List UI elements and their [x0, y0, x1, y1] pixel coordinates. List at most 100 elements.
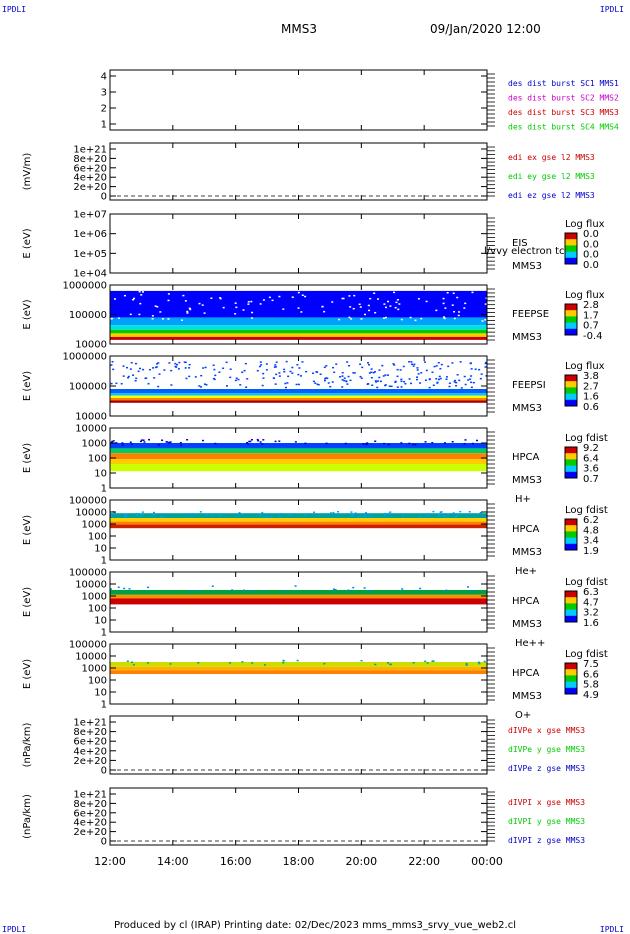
spectrogram-pixel	[245, 386, 248, 388]
panel-frame	[109, 499, 488, 561]
spectrogram-pixel	[300, 375, 303, 377]
spectrogram-pixel	[359, 306, 362, 308]
spectrogram-pixel	[347, 589, 350, 591]
y-tick-label: 1000000	[62, 281, 107, 292]
instrument-label: HPCA	[512, 596, 540, 607]
spectrogram-band	[110, 513, 487, 518]
instrument-label: H+	[515, 494, 531, 505]
spectrogram-pixel	[125, 514, 128, 517]
spectrogram-pixel	[387, 300, 390, 303]
spectrogram-pixel	[466, 515, 469, 517]
spectrogram-pixel	[189, 590, 192, 593]
y-tick-label: 1000	[82, 520, 107, 531]
spectrogram-pixel	[127, 375, 130, 378]
spectrogram-pixel	[470, 375, 473, 377]
y-tick-label: 1	[101, 628, 107, 639]
spectrogram-pixel	[262, 299, 265, 301]
spectrogram-pixel	[438, 378, 441, 381]
spectrogram-pixel	[134, 379, 137, 382]
spectrogram-pixel	[112, 368, 115, 371]
spectrogram-pixel	[352, 372, 355, 374]
spectrogram-pixel	[359, 515, 362, 518]
spectrogram-pixel	[350, 511, 353, 513]
y-tick-label: 4e+20	[73, 173, 107, 184]
spectrogram-pixel	[370, 516, 373, 519]
spectrogram-pixel	[283, 368, 286, 371]
colorbar-segment	[565, 447, 577, 454]
spectrogram-pixel	[314, 382, 317, 384]
spectrogram-pixel	[363, 587, 366, 589]
spectrogram-pixel	[325, 365, 328, 367]
spectrogram-pixel	[111, 440, 114, 443]
spectrogram-pixel	[274, 366, 277, 368]
legend-entry: des dist burst SC4 MMS4	[508, 123, 619, 132]
spectrogram-pixel	[348, 295, 351, 297]
spectrogram-pixel	[178, 361, 181, 364]
spectrogram-pixel	[362, 443, 365, 445]
spectrogram-pixel	[455, 381, 458, 384]
spectrogram-pixel	[272, 377, 275, 379]
spectrogram-pixel	[438, 513, 441, 515]
spectrogram-pixel	[333, 371, 336, 374]
spectrogram-band	[110, 453, 487, 460]
spectrogram-pixel	[247, 303, 250, 305]
spectrogram-pixel	[364, 443, 367, 445]
spectrogram-pixel	[143, 441, 146, 443]
y-tick-label: 8e+20	[73, 799, 107, 810]
spectrogram-pixel	[392, 363, 395, 365]
spectrogram-pixel	[132, 298, 135, 301]
spectrogram-pixel	[259, 361, 262, 363]
spectrogram-pixel	[431, 371, 434, 374]
spectrogram-pixel	[468, 511, 471, 513]
spectrogram-pixel	[442, 297, 445, 300]
spectrogram-pixel	[241, 661, 244, 663]
spectrogram-pixel	[341, 379, 344, 381]
spectrogram-pixel	[470, 386, 473, 389]
legend-entry: edi ez gse l2 MMS3	[508, 191, 595, 200]
spectrogram-pixel	[334, 588, 337, 591]
spectrogram-pixel	[294, 585, 297, 587]
spectrogram-pixel	[464, 439, 467, 441]
x-tick-label: 14:00	[157, 855, 189, 868]
spectrogram-pixel	[111, 317, 114, 320]
spectrogram-pixel	[453, 317, 456, 320]
spectrogram-pixel	[201, 304, 204, 306]
spectrogram-pixel	[368, 309, 371, 312]
spectrogram-pixel	[419, 382, 422, 384]
spectrogram-pixel	[229, 662, 232, 664]
spectrogram-pixel	[210, 297, 213, 299]
spectrogram-pixel	[265, 515, 268, 518]
colorbar-segment	[565, 675, 577, 683]
y-tick-label: 100000	[69, 640, 107, 651]
spectrogram-pixel	[323, 366, 326, 369]
colorbar-title: Log flux	[565, 361, 605, 372]
spectrogram-pixel	[239, 384, 242, 386]
instrument-label: MMS3	[512, 691, 542, 702]
colorbar-tick-label: 6.4	[583, 453, 599, 464]
panel-frame	[109, 355, 488, 417]
spectrogram-pixel	[188, 307, 191, 310]
spectrogram-pixel	[250, 300, 253, 303]
y-tick-label: 100000	[69, 496, 107, 507]
spectrogram-pixel	[278, 372, 281, 374]
spectrogram-band	[110, 393, 487, 396]
spectrogram-pixel	[140, 294, 143, 296]
spectrogram-pixel	[364, 512, 367, 514]
spectrogram-pixel	[414, 443, 417, 446]
y-tick-label: 100000	[69, 568, 107, 579]
spectrogram-pixel	[484, 303, 487, 305]
y-tick-label: 0	[101, 766, 107, 777]
spectrogram-pixel	[174, 365, 177, 368]
spectrogram-pixel	[408, 442, 411, 445]
legend-entry: dIVPI z gse MMS3	[508, 836, 585, 845]
spectrogram-pixel	[136, 514, 139, 516]
spectrogram-pixel	[439, 377, 442, 380]
spectrogram-pixel	[167, 299, 170, 302]
spectrogram-pixel	[428, 386, 431, 389]
spectrogram-pixel	[184, 367, 187, 369]
spectrogram-pixel	[163, 515, 166, 518]
panel-frame	[109, 213, 488, 274]
spectrogram-pixel	[168, 441, 171, 444]
spectrogram-pixel	[367, 515, 370, 517]
spectrogram-band	[110, 448, 487, 454]
